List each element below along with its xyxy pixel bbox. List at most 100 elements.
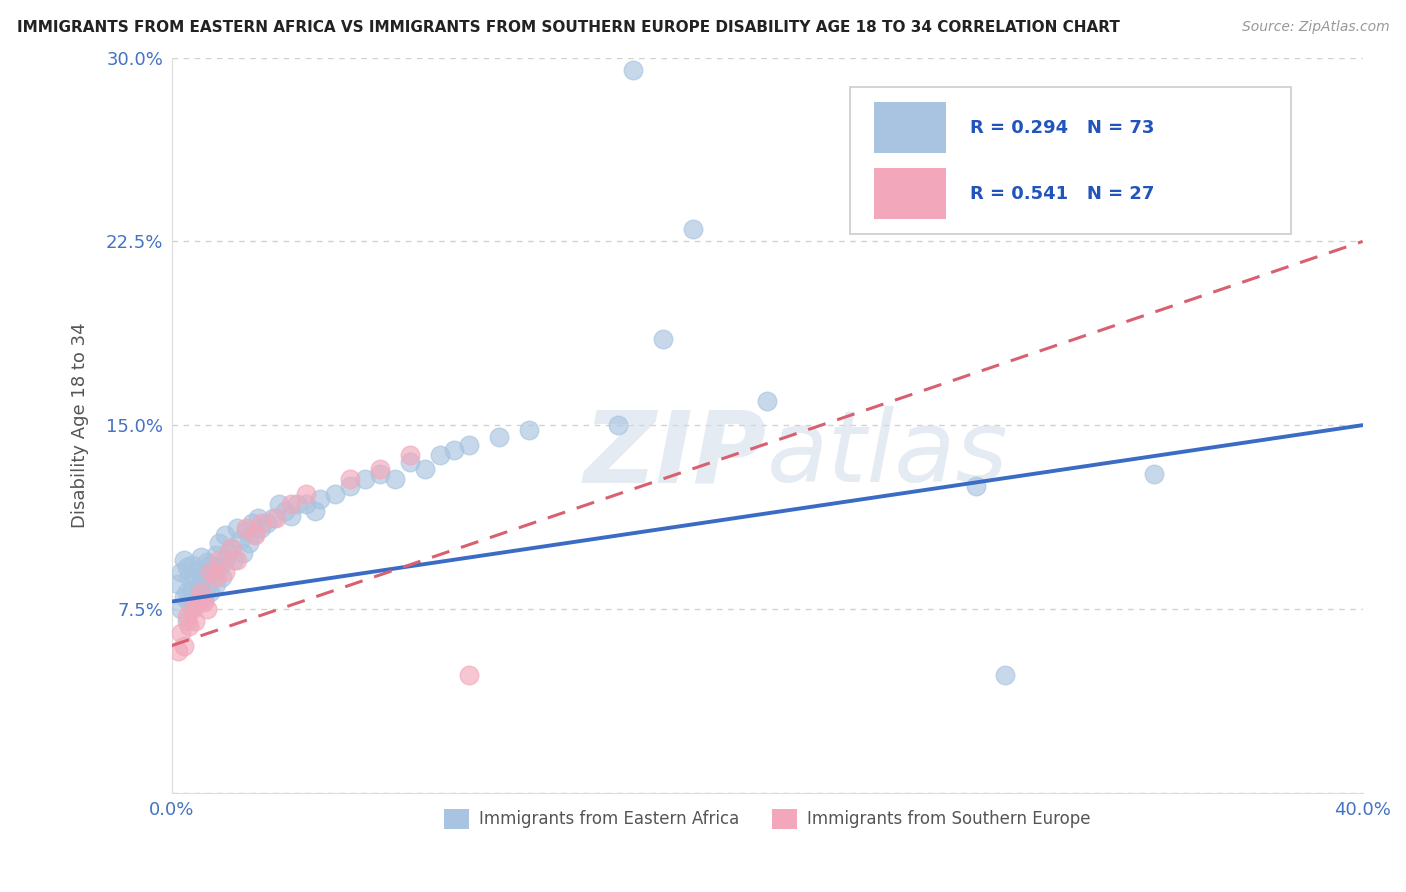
Immigrants from Eastern Africa	[179, 594, 201, 608]
Immigrants from Eastern Africa	[195, 580, 218, 594]
Immigrants from Southern Europe	[243, 528, 266, 542]
Text: IMMIGRANTS FROM EASTERN AFRICA VS IMMIGRANTS FROM SOUTHERN EUROPE DISABILITY AGE: IMMIGRANTS FROM EASTERN AFRICA VS IMMIGR…	[17, 20, 1119, 35]
Immigrants from Eastern Africa	[274, 504, 297, 518]
Immigrants from Eastern Africa	[339, 479, 361, 493]
Immigrants from Southern Europe	[458, 668, 481, 682]
Immigrants from Eastern Africa	[211, 570, 233, 584]
Immigrants from Eastern Africa	[354, 472, 377, 486]
Y-axis label: Disability Age 18 to 34: Disability Age 18 to 34	[72, 322, 89, 528]
Immigrants from Eastern Africa	[651, 333, 673, 347]
Immigrants from Southern Europe	[166, 643, 188, 657]
Immigrants from Eastern Africa	[443, 442, 465, 457]
Immigrants from Southern Europe	[214, 565, 236, 579]
Immigrants from Eastern Africa	[169, 565, 191, 579]
Immigrants from Eastern Africa	[184, 573, 207, 587]
Immigrants from Eastern Africa	[1143, 467, 1166, 482]
Immigrants from Southern Europe	[208, 553, 231, 567]
Immigrants from Southern Europe	[280, 497, 302, 511]
Immigrants from Eastern Africa	[202, 565, 225, 579]
Text: Source: ZipAtlas.com: Source: ZipAtlas.com	[1241, 20, 1389, 34]
Immigrants from Eastern Africa	[294, 497, 316, 511]
Immigrants from Eastern Africa	[184, 599, 207, 614]
Immigrants from Eastern Africa	[256, 516, 278, 531]
Immigrants from Eastern Africa	[166, 577, 188, 591]
Immigrants from Eastern Africa	[208, 535, 231, 549]
Immigrants from Eastern Africa	[246, 511, 269, 525]
Immigrants from Southern Europe	[173, 639, 195, 653]
Immigrants from Eastern Africa	[176, 560, 198, 574]
Immigrants from Eastern Africa	[368, 467, 391, 482]
Immigrants from Eastern Africa	[285, 497, 308, 511]
Immigrants from Southern Europe	[190, 584, 212, 599]
FancyBboxPatch shape	[851, 87, 1291, 234]
Immigrants from Southern Europe	[205, 570, 228, 584]
Immigrants from Southern Europe	[169, 626, 191, 640]
Text: R = 0.541   N = 27: R = 0.541 N = 27	[970, 185, 1154, 202]
Immigrants from Eastern Africa	[219, 541, 242, 555]
Immigrants from Eastern Africa	[240, 516, 263, 531]
Immigrants from Eastern Africa	[190, 550, 212, 565]
Immigrants from Eastern Africa	[217, 545, 239, 559]
Immigrants from Eastern Africa	[238, 535, 260, 549]
Immigrants from Eastern Africa	[488, 430, 510, 444]
Immigrants from Eastern Africa	[229, 533, 252, 548]
Immigrants from Southern Europe	[398, 448, 420, 462]
Immigrants from Eastern Africa	[181, 558, 204, 572]
Immigrants from Southern Europe	[195, 602, 218, 616]
Immigrants from Eastern Africa	[173, 553, 195, 567]
Bar	[875, 168, 946, 219]
Immigrants from Southern Europe	[181, 602, 204, 616]
Immigrants from Eastern Africa	[169, 602, 191, 616]
Immigrants from Eastern Africa	[179, 570, 201, 584]
Immigrants from Southern Europe	[264, 511, 287, 525]
Immigrants from Eastern Africa	[304, 504, 326, 518]
Immigrants from Southern Europe	[339, 472, 361, 486]
Immigrants from Eastern Africa	[235, 524, 257, 538]
Immigrants from Eastern Africa	[267, 497, 290, 511]
Immigrants from Southern Europe	[179, 619, 201, 633]
Immigrants from Eastern Africa	[200, 558, 222, 572]
Immigrants from Eastern Africa	[250, 521, 273, 535]
Immigrants from Eastern Africa	[226, 521, 249, 535]
Immigrants from Eastern Africa	[398, 455, 420, 469]
Immigrants from Eastern Africa	[173, 590, 195, 604]
Immigrants from Eastern Africa	[756, 393, 779, 408]
Immigrants from Southern Europe	[235, 521, 257, 535]
Immigrants from Southern Europe	[184, 614, 207, 628]
Immigrants from Eastern Africa	[384, 472, 406, 486]
Immigrants from Southern Europe	[176, 609, 198, 624]
Immigrants from Eastern Africa	[214, 528, 236, 542]
Text: ZIP: ZIP	[583, 406, 768, 503]
Immigrants from Eastern Africa	[232, 545, 254, 559]
Immigrants from Eastern Africa	[517, 423, 540, 437]
Immigrants from Eastern Africa	[458, 438, 481, 452]
Immigrants from Eastern Africa	[621, 62, 644, 77]
Immigrants from Southern Europe	[219, 541, 242, 555]
Immigrants from Eastern Africa	[224, 553, 246, 567]
Bar	[875, 102, 946, 153]
Immigrants from Eastern Africa	[176, 584, 198, 599]
Immigrants from Southern Europe	[294, 487, 316, 501]
Immigrants from Eastern Africa	[190, 574, 212, 589]
Immigrants from Eastern Africa	[187, 563, 209, 577]
Text: R = 0.294   N = 73: R = 0.294 N = 73	[970, 119, 1154, 136]
Immigrants from Eastern Africa	[208, 560, 231, 574]
Legend: Immigrants from Eastern Africa, Immigrants from Southern Europe: Immigrants from Eastern Africa, Immigran…	[437, 802, 1097, 836]
Text: atlas: atlas	[768, 406, 1008, 503]
Immigrants from Eastern Africa	[280, 508, 302, 523]
Immigrants from Eastern Africa	[682, 222, 704, 236]
Immigrants from Eastern Africa	[205, 548, 228, 562]
Immigrants from Eastern Africa	[200, 584, 222, 599]
Immigrants from Eastern Africa	[214, 553, 236, 567]
Immigrants from Southern Europe	[200, 565, 222, 579]
Immigrants from Eastern Africa	[193, 567, 215, 582]
Immigrants from Eastern Africa	[243, 525, 266, 540]
Immigrants from Eastern Africa	[193, 592, 215, 607]
Immigrants from Eastern Africa	[309, 491, 332, 506]
Immigrants from Southern Europe	[368, 462, 391, 476]
Immigrants from Southern Europe	[226, 553, 249, 567]
Immigrants from Eastern Africa	[262, 511, 284, 525]
Immigrants from Eastern Africa	[429, 448, 451, 462]
Immigrants from Eastern Africa	[176, 614, 198, 628]
Immigrants from Southern Europe	[250, 516, 273, 531]
